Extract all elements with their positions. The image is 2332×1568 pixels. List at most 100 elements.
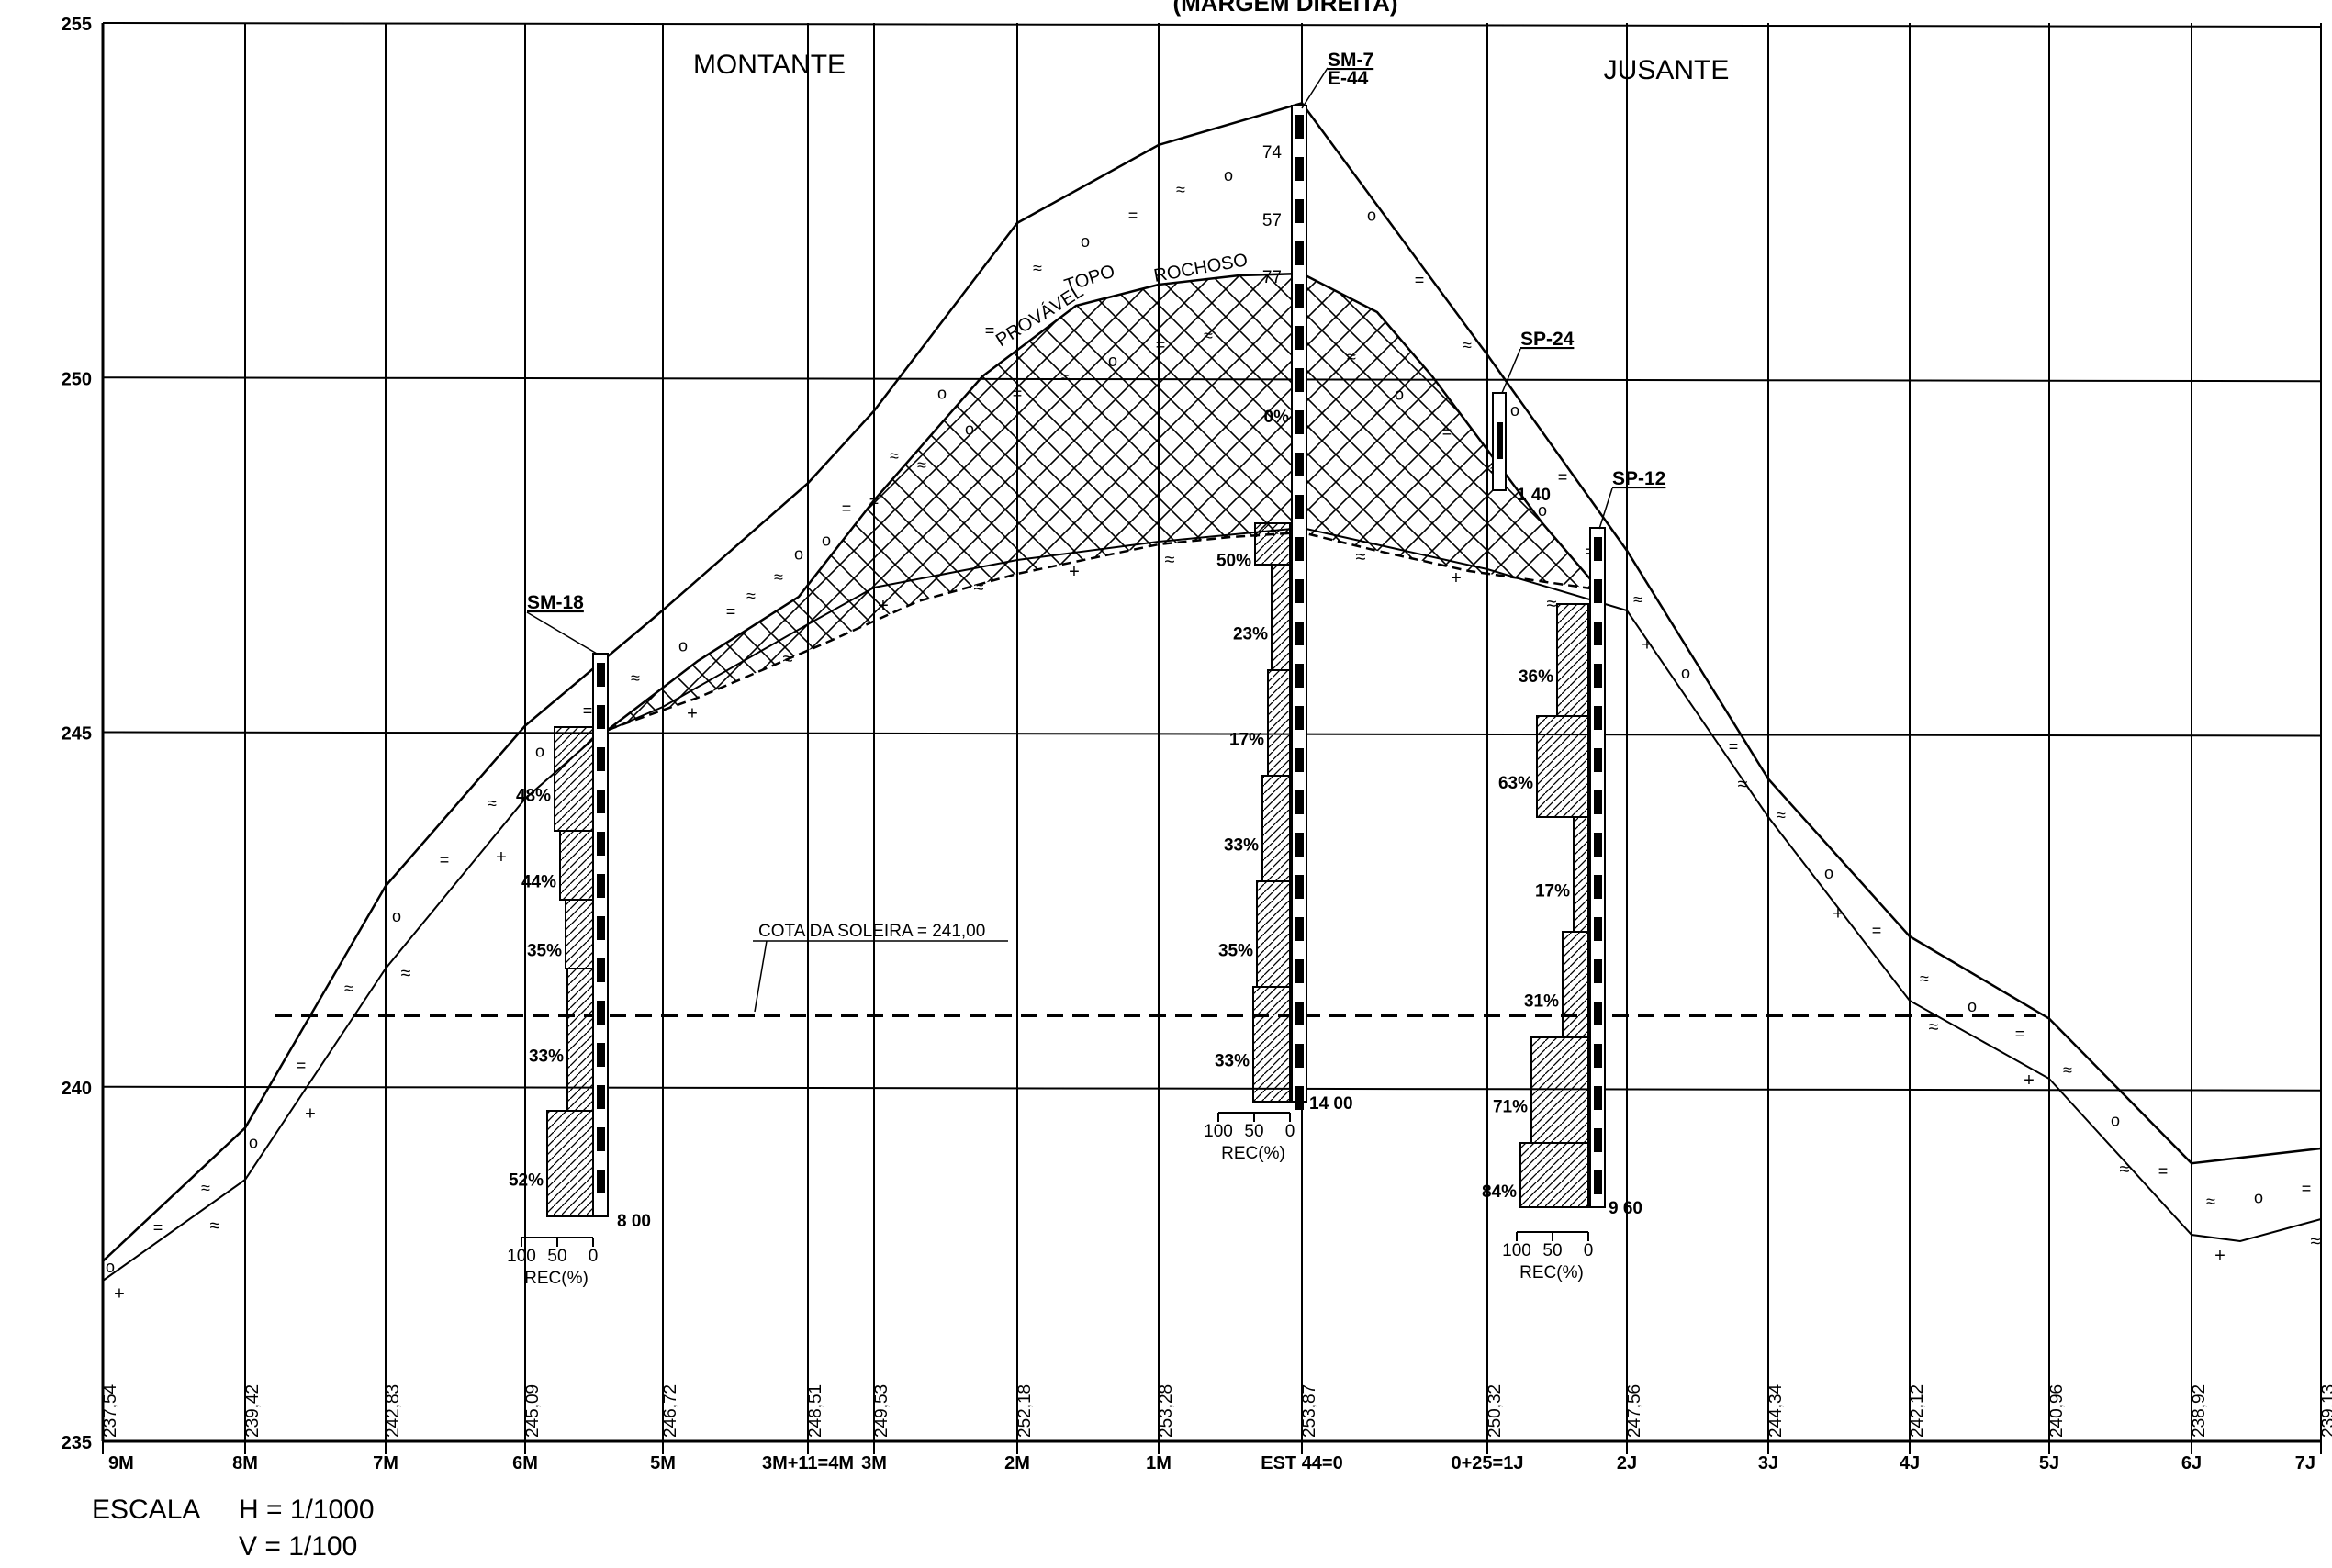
core-fill [1295,453,1304,476]
recovery-value: 31% [1524,992,1559,1012]
section-title: (MARGEM DIREITA) [1172,0,1397,17]
borehole-depth: 9 60 [1609,1199,1642,1218]
soil-symbol: ≈ [1929,1017,1939,1037]
soil-symbol: = [2302,1180,2312,1198]
soil-symbol: o [106,1258,115,1276]
soil-symbol: o [1395,385,1404,403]
rec-axis-label: 0 [1584,1241,1594,1260]
grid-line-h [102,731,2322,737]
rec-axis-label: 0 [589,1247,599,1266]
region-label-downstream: JUSANTE [1604,55,1730,85]
recovery-bar [1556,603,1589,717]
borehole-leader [526,611,598,655]
soil-symbol: ≈ [783,649,793,669]
core-fill [1295,1044,1304,1068]
spt-value: 57 [1262,211,1282,230]
soil-symbol: ≈ [2206,1192,2215,1210]
recovery-value: 35% [1218,942,1253,961]
elevation-label: 245 [62,724,92,745]
soil-symbol: ≈ [1777,806,1786,824]
station-label: 5J [2039,1453,2059,1473]
core-fill [1295,833,1304,857]
soil-symbol: + [687,703,698,723]
soil-symbol: ≈ [1347,347,1356,365]
soil-symbol: ≈ [2311,1231,2321,1251]
soil-symbol: o [1081,232,1090,251]
recovery-value: 33% [1224,836,1259,856]
borehole-name: SM-18 [527,592,584,613]
core-fill [1295,410,1304,434]
soil-symbol: ≈ [201,1179,210,1197]
ground-elevation-label: 249,53 [872,1384,891,1438]
scale-block: ESCALA H = 1/1000 V = 1/100 [92,1495,375,1568]
soil-symbol: o [1824,864,1833,882]
rec-axis-title: REC(%) [1519,1263,1584,1282]
core-fill [597,1127,605,1151]
core-fill [1295,284,1304,308]
soil-symbol: ≈ [2063,1060,2072,1079]
soil-symbol: = [583,701,593,720]
recovery-value: 48% [516,787,551,806]
soil-symbol: ≈ [774,567,783,586]
ground-elevation-label: 253,28 [1157,1384,1176,1438]
core-fill [1295,495,1304,519]
station-label: 3M+11=4M [762,1453,854,1473]
station-label: 2M [1004,1453,1030,1473]
core-fill [597,1043,605,1067]
soil-symbol: = [1442,422,1452,441]
soil-symbol: = [1128,206,1138,224]
station-label: 0+25=1J [1452,1453,1524,1473]
soil-symbol: ≈ [488,794,497,812]
rec-axis-label: 100 [507,1247,536,1266]
borehole-name: SM-7 [1328,50,1373,71]
rec-axis-title: REC(%) [524,1269,589,1288]
soil-symbol: o [678,636,688,655]
core-fill [597,916,605,940]
soil-symbol: + [1451,568,1462,588]
soil-symbol: o [1224,166,1233,185]
soil-symbol: = [440,850,450,868]
soil-symbol: o [535,743,544,761]
soil-symbol: o [965,420,974,439]
recovery-bar [1562,931,1589,1038]
recovery-bar [1254,522,1291,566]
core-fill [1295,537,1304,561]
ground-elevation-label: 244,34 [1766,1383,1786,1438]
spt-value: 74 [1262,143,1283,162]
lower-soil-line [102,526,2322,1282]
soil-symbol: ≈ [210,1216,220,1237]
probable-rock-top-line [607,272,1598,731]
rec-axis-label: 50 [1542,1241,1562,1260]
elevation-label: 250 [62,369,92,389]
core-fill [1295,199,1304,223]
soil-symbol: + [2024,1070,2035,1091]
soil-symbol: o [1367,207,1376,225]
recovery-value: 50% [1216,552,1251,571]
core-fill [1594,959,1602,983]
station-label: 7J [2295,1453,2315,1473]
station-label: 8M [232,1453,258,1473]
recovery-bar [1271,564,1291,671]
soil-symbol: ≈ [401,963,411,983]
ground-elevation-label: 239,42 [243,1384,263,1438]
core-fill [1295,157,1304,181]
ground-elevation-label: 252,18 [1015,1384,1035,1438]
soil-symbol: ≈ [344,980,353,998]
ground-elevation-label: 248,51 [806,1384,825,1438]
soil-symbol: = [985,321,995,340]
core-fill [1594,1170,1602,1194]
soil-symbol: ≈ [1060,368,1070,386]
core-fill [1295,748,1304,772]
soil-symbol: ≈ [2120,1159,2130,1180]
recovery-value: 63% [1498,774,1533,793]
soil-symbol: ≈ [1033,259,1042,277]
borehole-name: SP-24 [1520,329,1575,350]
soil-symbol: + [114,1283,125,1304]
soil-symbol: = [1013,384,1023,402]
soil-symbol: = [1729,737,1739,756]
soil-symbol: o [1968,997,1977,1015]
recovery-bar [1519,1142,1589,1208]
recovery-bar [1256,880,1291,988]
core-fill [597,790,605,813]
grid-line-h [102,1085,2322,1092]
